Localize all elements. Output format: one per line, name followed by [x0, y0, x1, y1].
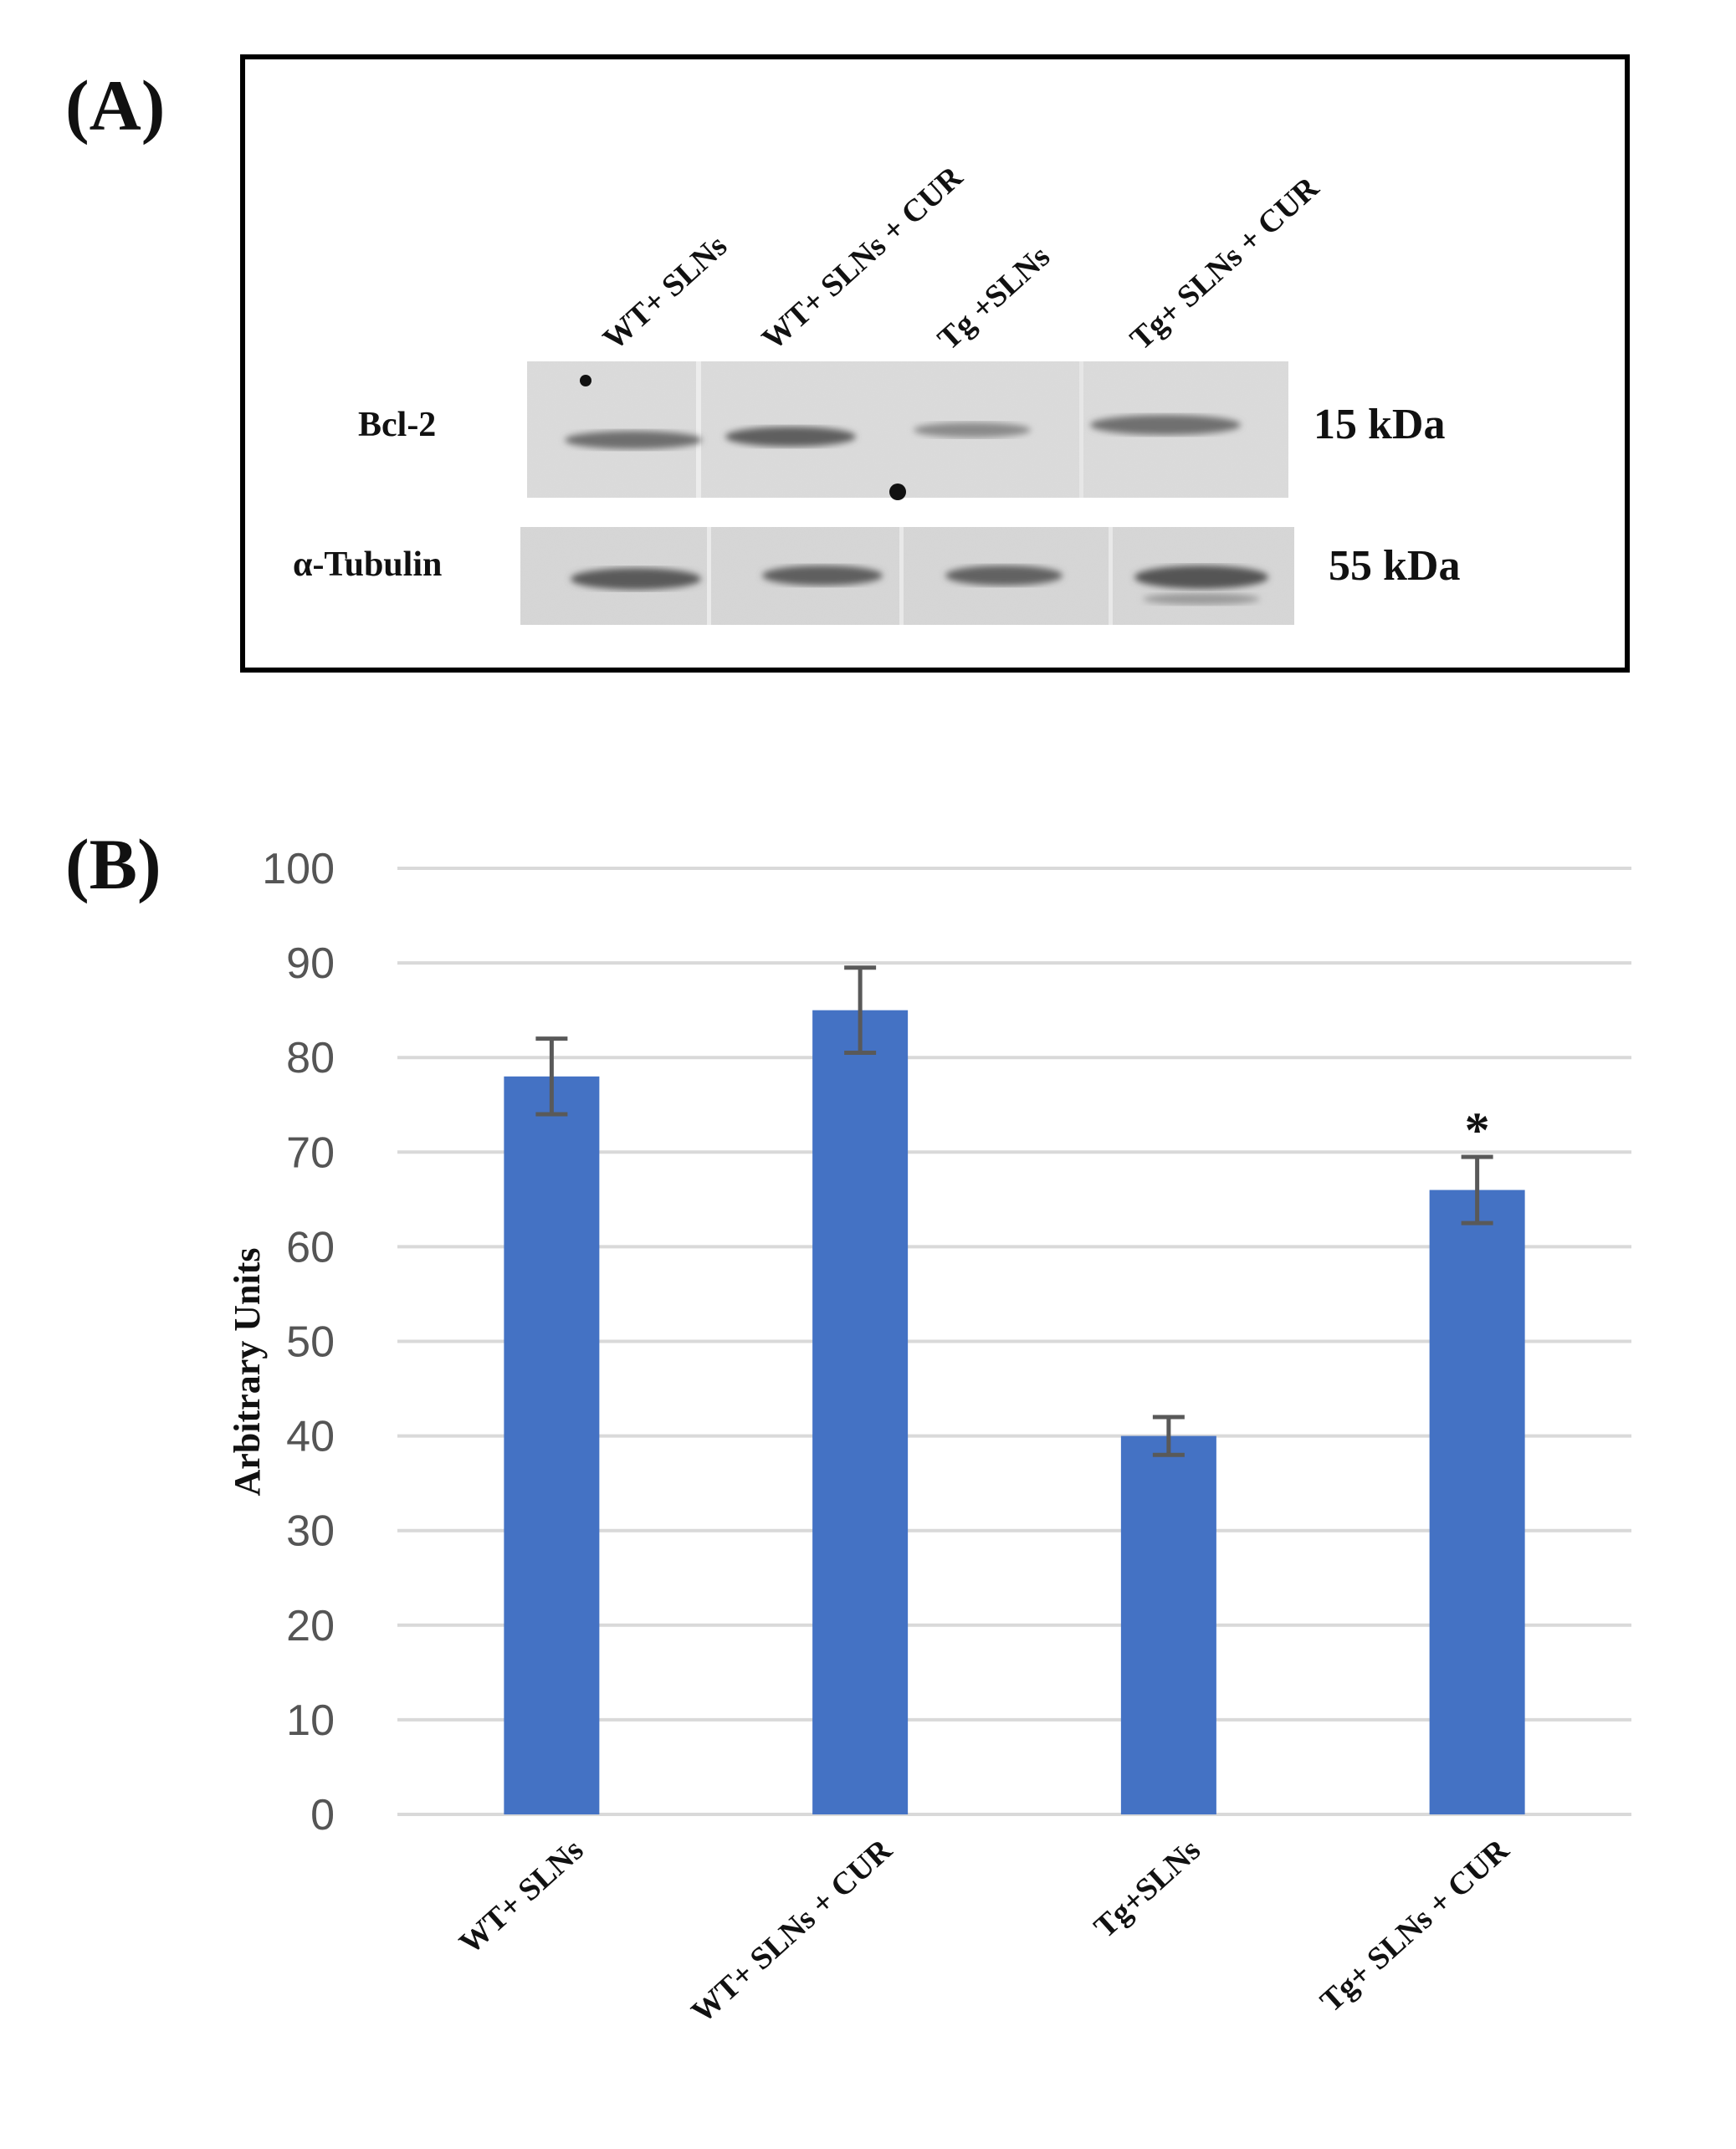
bar	[1429, 1190, 1525, 1814]
blot-strip-tubulin	[520, 527, 1294, 625]
x-category-label: WT+ SLNs	[453, 1832, 590, 1961]
band-bcl2-lane1	[565, 431, 702, 449]
blot-strip-bcl2	[527, 361, 1288, 500]
y-tick-label: 70	[286, 1128, 335, 1177]
x-category-label: Tg+ SLNs + CUR	[1314, 1832, 1516, 2019]
bar	[504, 1076, 600, 1814]
y-tick-label: 0	[310, 1791, 335, 1839]
band-bcl2-lane2	[725, 427, 856, 447]
band-bcl2-lane3	[914, 422, 1031, 437]
gridlines	[397, 867, 1631, 1816]
y-tick-label: 30	[286, 1507, 335, 1556]
y-tick-label: 90	[286, 939, 335, 988]
y-tick-label: 60	[286, 1223, 335, 1271]
row-label-tubulin: α-Tubulin	[293, 545, 442, 584]
x-category-labels: WT+ SLNs WT+ SLNs + CUR Tg+SLNs Tg+ SLNs + …	[453, 1832, 1516, 2029]
lane-label-tg-slns-cur: Tg+ SLNs + CUR	[1124, 170, 1326, 357]
band-tubulin-lane2	[762, 565, 883, 586]
lane-label-wt-slns: WT+ SLNs	[597, 228, 734, 357]
error-bars	[535, 965, 1493, 1457]
y-axis-label: Arbitrary Units	[227, 1248, 268, 1497]
annotations: *	[1465, 1103, 1490, 1158]
bar	[812, 1010, 909, 1814]
bars	[504, 1010, 1525, 1814]
blot-frame	[240, 54, 1630, 673]
band-bcl2-lane4	[1090, 415, 1241, 435]
y-tick-label: 100	[262, 845, 335, 893]
band-tubulin-lane3	[945, 565, 1063, 586]
y-tick-labels: 0 10 20 30 40 50 60 70 80 90 100	[262, 845, 335, 1839]
error-bar	[844, 965, 877, 1056]
error-bar	[1152, 1415, 1185, 1457]
band-tubulin-lane4	[1134, 565, 1268, 589]
lane-labels: WT+ SLNs WT+ SLNs + CUR Tg +SLNs Tg+ SLN…	[597, 159, 1326, 356]
y-tick-label: 40	[286, 1413, 335, 1461]
y-tick-label: 80	[286, 1034, 335, 1082]
panel-a-label: (A)	[65, 65, 165, 146]
error-bar	[535, 1036, 568, 1117]
band-tubulin-lane1	[571, 568, 701, 590]
y-tick-label: 10	[286, 1696, 335, 1745]
panel-b-label: (B)	[65, 824, 161, 904]
size-label-tubulin: 55 kDa	[1329, 542, 1460, 590]
bar	[1120, 1435, 1216, 1814]
row-label-bcl2: Bcl-2	[358, 406, 436, 444]
lane-label-tg-slns: Tg +SLNs	[931, 239, 1057, 357]
y-tick-label: 20	[286, 1602, 335, 1650]
x-category-label: WT+ SLNs + CUR	[684, 1832, 899, 2029]
error-bar	[1461, 1154, 1493, 1225]
x-category-label: Tg+SLNs	[1088, 1832, 1207, 1945]
significance-marker: *	[1465, 1103, 1490, 1158]
size-label-bcl2: 15 kDa	[1314, 401, 1445, 448]
y-tick-label: 50	[286, 1318, 335, 1367]
